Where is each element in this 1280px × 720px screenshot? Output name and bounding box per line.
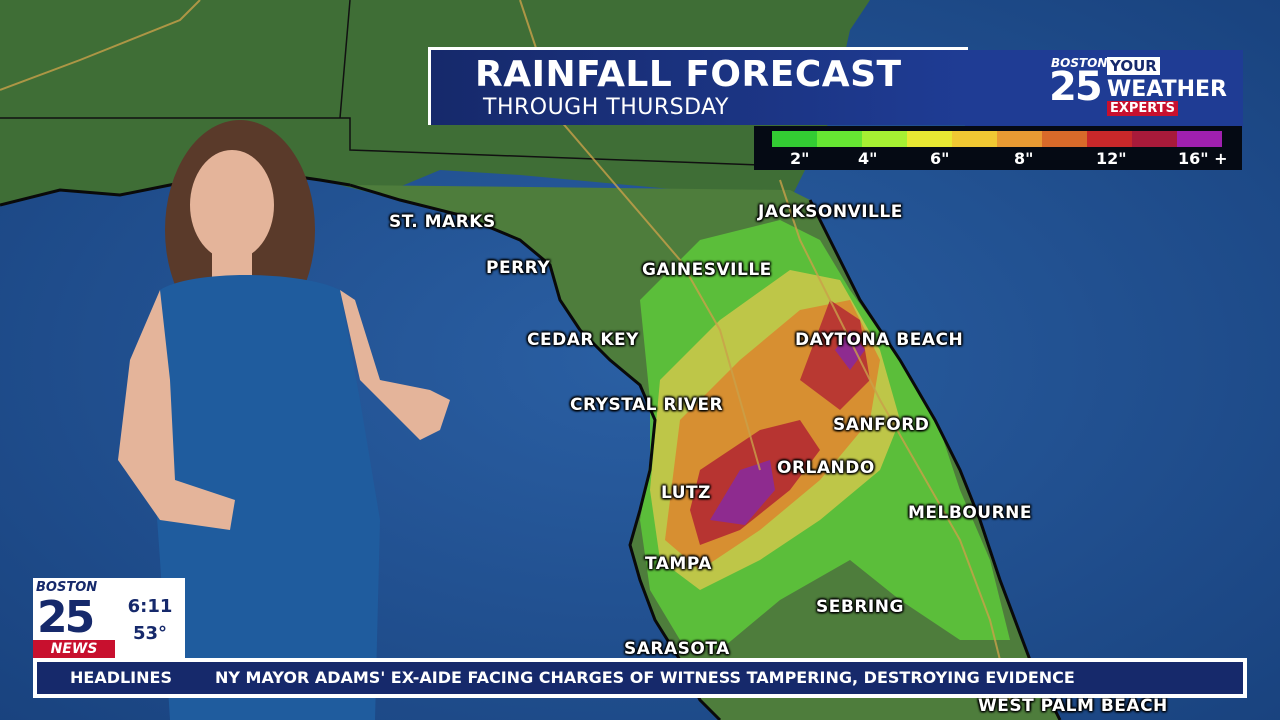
logo-line1: YOUR bbox=[1107, 57, 1160, 75]
city-perry: PERRY bbox=[486, 258, 551, 278]
legend-label: 2" bbox=[790, 149, 810, 168]
title-panel: RAINFALL FORECAST THROUGH THURSDAY bbox=[428, 47, 968, 125]
legend-label: 8" bbox=[1014, 149, 1034, 168]
legend-label: 12" bbox=[1096, 149, 1127, 168]
city-sanford: SANFORD bbox=[833, 415, 930, 435]
page-subtitle: THROUGH THURSDAY bbox=[483, 95, 729, 120]
city-tampa: TAMPA bbox=[645, 554, 712, 574]
news-ticker: HEADLINES NY MAYOR ADAMS' EX-AIDE FACING… bbox=[33, 658, 1247, 698]
ticker-headline: NY MAYOR ADAMS' EX-AIDE FACING CHARGES O… bbox=[215, 668, 1075, 687]
city-sarasota: SARASOTA bbox=[624, 639, 730, 659]
legend-swatch bbox=[952, 131, 997, 147]
logo-station-name: BOSTON bbox=[1051, 56, 1108, 70]
current-temperature: 53° bbox=[132, 623, 168, 644]
legend-swatch bbox=[1042, 131, 1087, 147]
city-crystal-river: CRYSTAL RIVER bbox=[570, 395, 724, 415]
legend-swatch bbox=[862, 131, 907, 147]
legend-swatch bbox=[907, 131, 952, 147]
city-orlando: ORLANDO bbox=[777, 458, 875, 478]
city-daytona-beach: DAYTONA BEACH bbox=[795, 330, 964, 350]
city-gainesville: GAINESVILLE bbox=[642, 260, 772, 280]
city-melbourne: MELBOURNE bbox=[908, 503, 1033, 523]
ticker-label: HEADLINES bbox=[70, 668, 172, 687]
station-logo: BOSTON 25 YOUR WEATHER EXPERTS bbox=[965, 50, 1243, 128]
legend-swatch bbox=[817, 131, 862, 147]
bug-number: 25 bbox=[37, 592, 95, 643]
city-lutz: LUTZ bbox=[661, 483, 711, 503]
page-title: RAINFALL FORECAST bbox=[475, 54, 902, 95]
rainfall-legend: 2" 4" 6" 8" 12" 16" + bbox=[754, 126, 1242, 170]
city-jacksonville: JACKSONVILLE bbox=[758, 202, 903, 222]
city-st-marks: ST. MARKS bbox=[389, 212, 496, 232]
logo-number: 25 bbox=[1049, 64, 1103, 110]
bug-station-name: BOSTON bbox=[36, 580, 98, 595]
legend-label: 16" + bbox=[1178, 149, 1228, 168]
city-west-palm-beach: WEST PALM BEACH bbox=[978, 696, 1168, 716]
legend-label: 4" bbox=[858, 149, 878, 168]
bug-news: NEWS bbox=[33, 640, 115, 658]
legend-swatch bbox=[997, 131, 1042, 147]
presenter bbox=[118, 120, 450, 720]
coastline-east bbox=[808, 199, 1062, 720]
legend-swatch bbox=[1132, 131, 1177, 147]
highway bbox=[0, 0, 201, 91]
rain-purple-2 bbox=[835, 330, 865, 370]
current-time: 6:11 bbox=[127, 596, 173, 617]
legend-swatch bbox=[1177, 131, 1222, 147]
station-bug-logo: BOSTON 25 NEWS bbox=[33, 578, 115, 658]
rain-purple bbox=[710, 460, 775, 525]
city-sebring: SEBRING bbox=[816, 597, 904, 617]
legend-swatch bbox=[1087, 131, 1132, 147]
logo-line2: WEATHER bbox=[1107, 77, 1228, 102]
time-temp-box: 6:11 53° bbox=[115, 578, 185, 658]
logo-line3: EXPERTS bbox=[1107, 101, 1178, 116]
coastline bbox=[349, 183, 722, 720]
ticker-bar: HEADLINES NY MAYOR ADAMS' EX-AIDE FACING… bbox=[37, 662, 1243, 694]
state-border bbox=[0, 117, 761, 166]
legend-color-bar bbox=[772, 131, 1222, 147]
highway-3 bbox=[779, 179, 1011, 701]
city-cedar-key: CEDAR KEY bbox=[527, 330, 639, 350]
legend-label: 6" bbox=[930, 149, 950, 168]
legend-swatch bbox=[772, 131, 817, 147]
state-border-2 bbox=[339, 0, 351, 119]
rain-red-2 bbox=[800, 300, 870, 410]
coastline-panhandle bbox=[0, 168, 351, 207]
